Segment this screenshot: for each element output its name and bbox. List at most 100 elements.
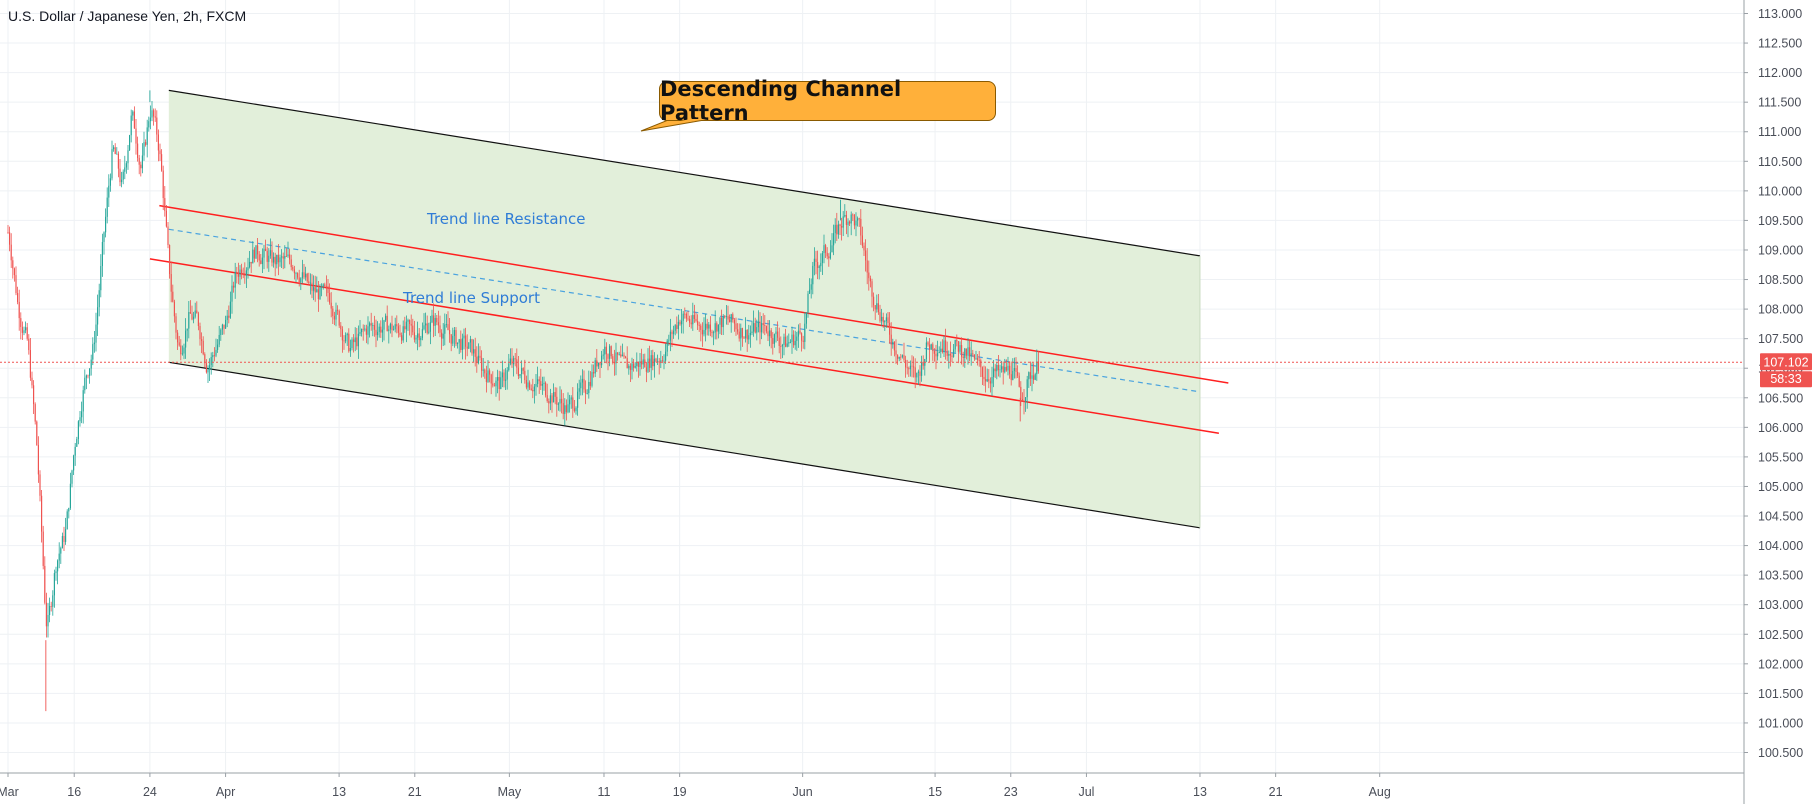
candle-body	[841, 226, 843, 228]
candle-body	[769, 330, 771, 337]
candle-body	[681, 320, 683, 325]
candle	[185, 318, 187, 359]
candle	[969, 340, 971, 362]
x-tick-label: Aug	[1369, 785, 1391, 799]
descending-channel-callout[interactable]: Descending Channel Pattern	[659, 77, 996, 125]
candle	[127, 144, 129, 170]
candle	[345, 332, 347, 344]
candle-body	[249, 261, 251, 268]
candle	[703, 317, 705, 337]
candle	[92, 337, 94, 366]
candle	[1010, 361, 1012, 386]
candle	[612, 353, 614, 365]
candle-body	[292, 267, 294, 270]
candle-body	[756, 327, 758, 333]
candle-body	[821, 253, 823, 263]
candle-body	[823, 245, 825, 254]
candle-body	[786, 343, 788, 347]
candle	[996, 361, 998, 380]
candle-body	[965, 348, 967, 356]
candle	[513, 355, 515, 377]
candle-body	[207, 369, 209, 373]
candle-body	[601, 355, 603, 366]
candle	[484, 368, 486, 379]
candle-body	[738, 331, 740, 339]
candle-body	[866, 260, 868, 273]
candle	[833, 224, 835, 256]
candle	[914, 358, 916, 389]
candle	[557, 402, 559, 411]
candle-body	[762, 323, 764, 326]
candle-body	[474, 349, 476, 357]
candle-body	[28, 338, 30, 351]
candle-body	[236, 271, 238, 274]
candle-body	[930, 344, 932, 350]
candle-body	[242, 274, 244, 276]
candle-body	[215, 349, 217, 356]
candle-body	[381, 329, 383, 333]
candle-body	[532, 389, 534, 392]
candle	[748, 324, 750, 345]
candle	[906, 359, 908, 375]
candle-body	[801, 333, 803, 341]
candle-body	[695, 318, 697, 321]
candle	[844, 204, 846, 218]
candle-body	[748, 335, 750, 340]
candle-body	[277, 254, 279, 263]
candle-body	[153, 110, 155, 117]
candle	[23, 326, 25, 336]
candle-body	[567, 404, 569, 413]
candle-body	[217, 344, 219, 350]
candle-body	[511, 358, 513, 365]
candle-body	[929, 344, 931, 350]
candle	[231, 275, 233, 314]
candle-body	[15, 275, 17, 294]
resistance-label[interactable]: Trend line Resistance	[427, 210, 586, 228]
candle-body	[55, 571, 57, 574]
candle	[828, 253, 830, 267]
candle	[394, 317, 396, 333]
y-tick-label: 109.000	[1758, 243, 1803, 257]
candle	[1028, 371, 1030, 388]
candle	[834, 218, 836, 244]
candle-body	[109, 178, 111, 186]
candle-body	[503, 372, 505, 381]
candle	[529, 380, 531, 390]
candle	[591, 364, 593, 388]
candle	[841, 217, 843, 241]
candle-body	[482, 369, 484, 371]
candle-body	[345, 335, 347, 342]
candle-body	[101, 241, 103, 267]
candle	[124, 155, 126, 180]
candle-body	[210, 357, 212, 365]
candle	[300, 277, 302, 291]
candle	[778, 327, 780, 354]
candle	[58, 542, 60, 569]
support-label[interactable]: Trend line Support	[403, 289, 540, 307]
candle-body	[493, 385, 495, 387]
candle	[172, 284, 174, 303]
candle-body	[465, 335, 467, 347]
candle	[356, 327, 358, 350]
candle	[620, 345, 622, 358]
candle-body	[250, 261, 252, 264]
candle-body	[559, 398, 561, 404]
candle-body	[314, 287, 316, 293]
candle	[980, 358, 982, 378]
candle	[698, 321, 700, 332]
candle-body	[1009, 365, 1011, 375]
candle	[772, 332, 774, 355]
candle-body	[265, 248, 267, 251]
candle-body	[852, 214, 854, 216]
candle	[565, 399, 567, 421]
candle-body	[637, 361, 639, 367]
candle-body	[196, 310, 198, 314]
candle	[180, 339, 182, 361]
candle-body	[237, 273, 239, 277]
candle	[381, 317, 383, 343]
candle	[820, 253, 822, 272]
candle	[884, 320, 886, 331]
candle-body	[844, 215, 846, 217]
x-tick-label: 15	[928, 785, 942, 799]
